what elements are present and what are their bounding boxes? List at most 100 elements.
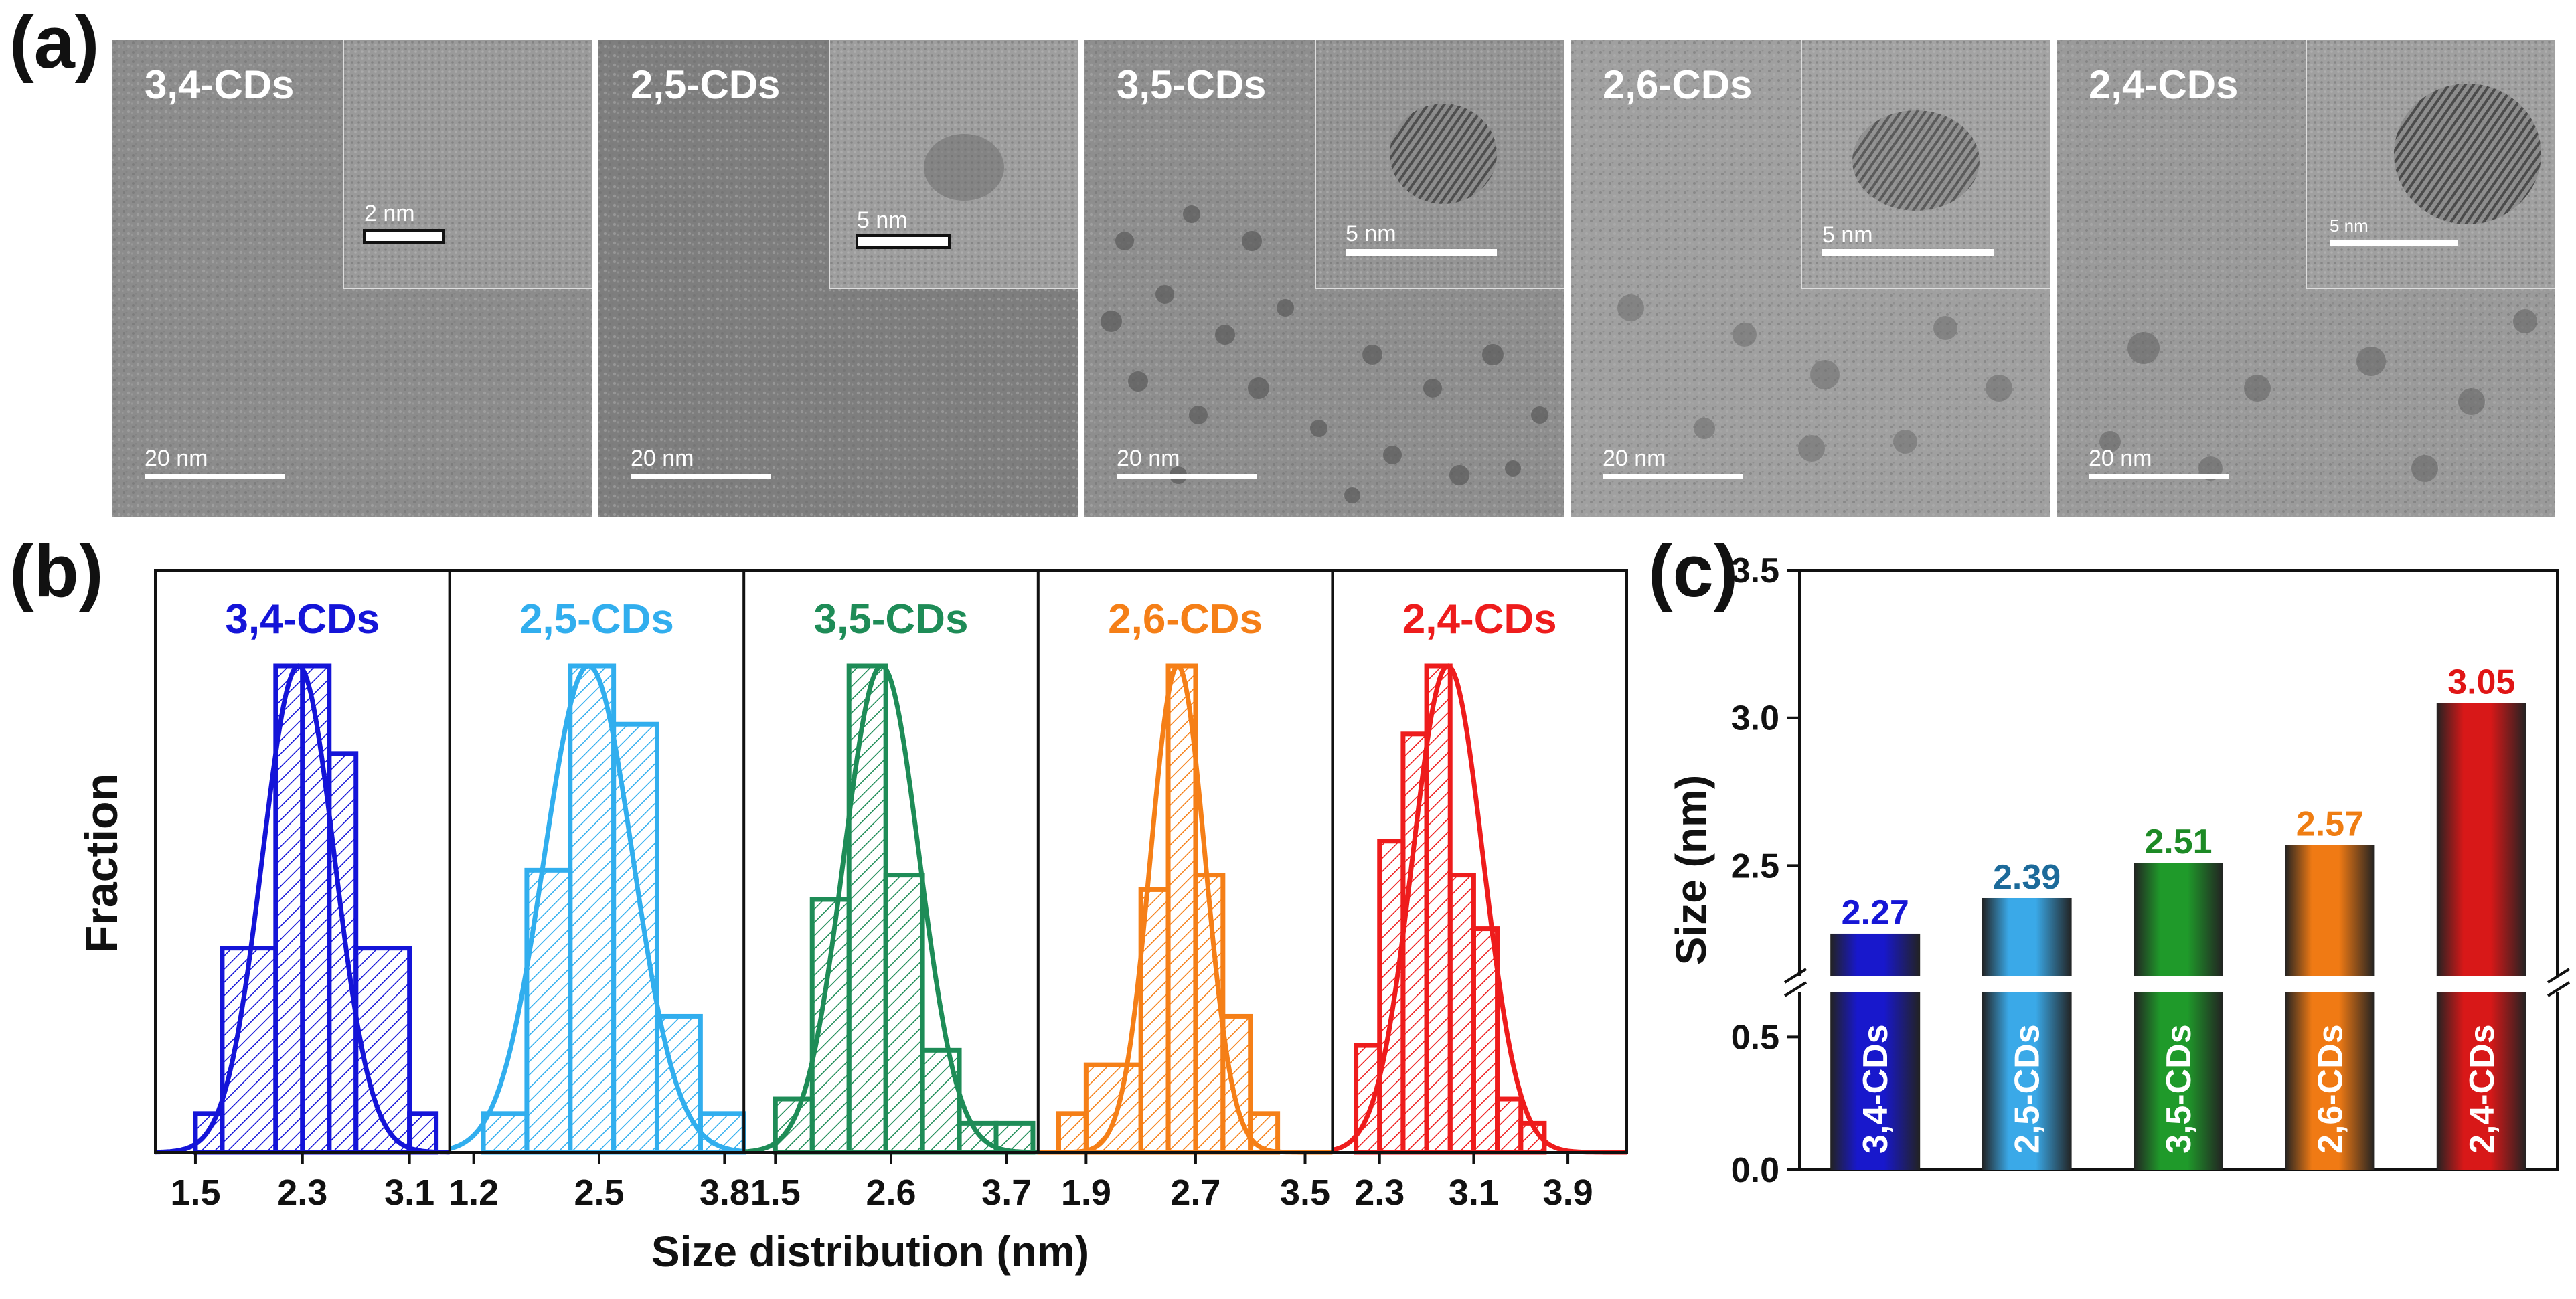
x-tick-label: 1.9 — [1061, 1173, 1111, 1213]
x-tick-label: 3.1 — [384, 1173, 434, 1213]
x-tick-label: 2.7 — [1170, 1173, 1220, 1213]
bar-value-label: 2.57 — [2296, 805, 2364, 844]
inset-scalebar-label: 2 nm — [364, 201, 415, 226]
bar-value-label: 2.39 — [1993, 858, 2061, 897]
main-scalebar-label: 20 nm — [1603, 446, 1666, 471]
size-bar — [1982, 897, 2072, 1170]
gaussian-fit-line — [155, 663, 450, 1155]
panel-letter-b: (b) — [9, 530, 104, 612]
axis-break-mark — [1783, 981, 1807, 997]
y-axis-label: Size (nm) — [1667, 775, 1715, 965]
tem-image-2: 5 nm 2,5-CDs 20 nm — [598, 40, 1078, 517]
bar-value-label: 2.51 — [2144, 822, 2212, 861]
main-scalebar — [145, 474, 285, 479]
gaussian-fit-line — [743, 663, 1038, 1155]
tem-label: 2,4-CDs — [2089, 62, 2239, 107]
tem-inset: 5 nm — [1315, 40, 1564, 289]
main-scalebar — [2089, 474, 2229, 479]
x-tick-label: 2.3 — [1354, 1173, 1404, 1213]
axis-break-mark — [2547, 981, 2571, 997]
main-scalebar-label: 20 nm — [2089, 446, 2152, 471]
size-bar — [2436, 703, 2526, 1170]
tem-label: 3,4-CDs — [145, 62, 295, 107]
x-tick-label: 3.1 — [1449, 1173, 1499, 1213]
tem-inset: 5 nm — [829, 40, 1078, 289]
panel-letter-c: (c) — [1648, 530, 1739, 612]
inset-scalebar — [1822, 249, 1994, 256]
inset-scalebar-label: 5 nm — [1346, 221, 1396, 246]
main-scalebar-label: 20 nm — [631, 446, 694, 471]
histogram-title: 3,4-CDs — [225, 596, 380, 642]
y-tick-label: 0.5 — [1731, 1018, 1779, 1057]
panel-letter-a: (a) — [9, 1, 100, 84]
tem-image-4: 5 nm 2,6-CDs 20 nm — [1571, 40, 2050, 517]
x-tick-label: 2.6 — [866, 1173, 916, 1213]
gaussian-fit-line — [449, 663, 744, 1154]
main-scalebar — [1603, 474, 1743, 479]
histogram-panel-3: 3,5-CDs 1.5 2.6 3.7 — [742, 570, 1038, 1213]
tem-image-1: 2 nm 3,4-CDs 20 nm — [112, 40, 592, 517]
y-tick-label: 2.5 — [1731, 847, 1779, 885]
inset-scalebar — [363, 229, 445, 244]
histogram-bar — [481, 1111, 530, 1155]
histogram-title: 2,5-CDs — [519, 596, 674, 642]
axis-break-gap — [1779, 976, 2576, 992]
inset-scalebar — [2330, 240, 2458, 246]
x-axis-label: Size distribution (nm) — [651, 1227, 1089, 1276]
bar-category-label: 3,5-CDs — [2160, 1024, 2198, 1154]
main-scalebar-label: 20 nm — [1117, 446, 1180, 471]
tem-image-5: 5 nm 2,4-CDs 20 nm — [2057, 40, 2555, 517]
histogram-frame — [154, 569, 1628, 1154]
histogram-title: 3,5-CDs — [814, 596, 969, 642]
main-scalebar-label: 20 nm — [145, 446, 208, 471]
tem-image-3: 5 nm 3,5-CDs 20 nm — [1084, 40, 1564, 517]
histogram-title: 2,6-CDs — [1108, 596, 1263, 642]
bar-value-label: 3.05 — [2447, 663, 2515, 702]
x-tick-label: 3.5 — [1280, 1173, 1330, 1213]
x-tick-label: 1.5 — [170, 1173, 220, 1213]
inset-scalebar-label: 5 nm — [1822, 222, 1873, 248]
histogram-title: 2,4-CDs — [1402, 596, 1557, 642]
axis-break-mark — [2547, 968, 2571, 984]
y-tick-label: 3.5 — [1731, 551, 1779, 590]
histogram-bar — [300, 663, 332, 1155]
tem-inset: 5 nm — [2306, 40, 2555, 289]
x-tick-label: 1.2 — [449, 1173, 499, 1213]
bar-category-label: 2,5-CDs — [2008, 1024, 2047, 1154]
x-tick-label: 1.5 — [750, 1173, 801, 1213]
size-bar — [2285, 845, 2375, 1170]
inset-scalebar — [856, 234, 951, 249]
x-tick-label: 3.8 — [700, 1173, 750, 1213]
bar-chart: 2.27 3,4-CDs 2.39 2,5-CDs 2.51 3,5-CDs 2.57 2,6… — [1667, 551, 2576, 1190]
lattice-fringe-image — [344, 40, 592, 288]
histogram-bar — [568, 663, 617, 1155]
tem-inset: 2 nm — [343, 40, 592, 289]
x-tick-label: 2.3 — [277, 1173, 327, 1213]
histogram-bar — [883, 873, 925, 1155]
tem-label: 2,5-CDs — [631, 62, 781, 107]
x-tick-label: 3.9 — [1543, 1173, 1593, 1213]
y-tick-label: 0.0 — [1731, 1151, 1779, 1190]
lattice-fringe-image — [2307, 40, 2555, 288]
x-tick-label: 3.7 — [981, 1173, 1032, 1213]
bar-category-label: 2,6-CDs — [2311, 1024, 2350, 1154]
x-tick-label: 2.5 — [574, 1173, 624, 1213]
inset-scalebar — [1346, 249, 1497, 256]
histogram-bar — [611, 721, 659, 1155]
main-scalebar — [1117, 474, 1257, 479]
tem-label: 2,6-CDs — [1603, 62, 1753, 107]
bar-category-label: 3,4-CDs — [1856, 1024, 1895, 1154]
lattice-fringe-image — [1316, 40, 1564, 288]
inset-scalebar-label: 5 nm — [857, 207, 908, 233]
histogram-bar — [1447, 873, 1476, 1155]
axis-break-mark — [1783, 968, 1807, 984]
y-tick-label: 3.0 — [1731, 699, 1779, 738]
y-axis-label: Fraction — [76, 774, 127, 953]
main-scalebar — [631, 474, 771, 479]
bar-value-label: 2.27 — [1842, 893, 1909, 932]
size-bar — [1830, 933, 1921, 1170]
histogram-bar — [524, 867, 573, 1155]
lattice-fringe-image — [1802, 40, 2050, 288]
